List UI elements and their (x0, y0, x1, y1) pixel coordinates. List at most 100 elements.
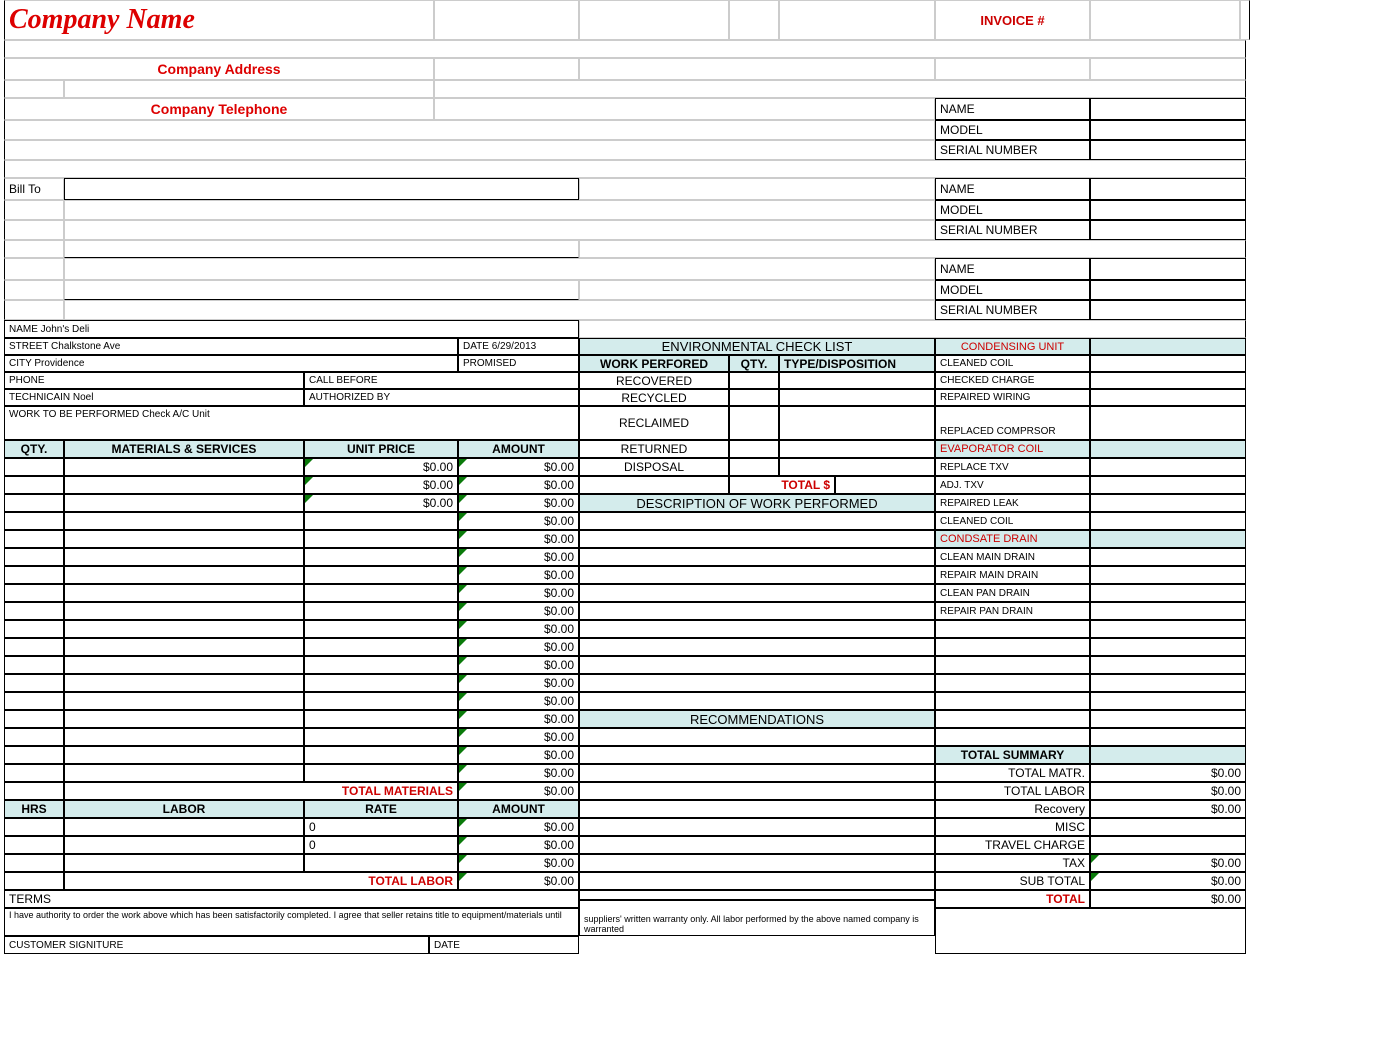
mat-unitprice[interactable] (304, 512, 458, 530)
env-total-label: TOTAL $ (729, 476, 835, 494)
mat-qty[interactable] (4, 710, 64, 728)
mat-desc[interactable] (64, 458, 304, 476)
mat-unitprice[interactable] (304, 602, 458, 620)
mat-unitprice[interactable] (304, 638, 458, 656)
mat-desc[interactable] (64, 728, 304, 746)
mat-unitprice[interactable] (304, 674, 458, 692)
labor-rate[interactable]: 0 (304, 818, 458, 836)
labor-desc[interactable] (64, 836, 304, 854)
mat-desc[interactable] (64, 656, 304, 674)
mat-qty[interactable] (4, 476, 64, 494)
mat-unitprice[interactable] (304, 620, 458, 638)
mat-amount: $0.00 (458, 602, 579, 620)
mat-unitprice[interactable] (304, 656, 458, 674)
info-name[interactable]: NAME John's Deli (4, 320, 579, 338)
mat-desc[interactable] (64, 548, 304, 566)
mat-unitprice[interactable] (304, 548, 458, 566)
mat-unitprice[interactable] (304, 530, 458, 548)
mat-unitprice[interactable] (304, 692, 458, 710)
info-callbefore[interactable]: CALL BEFORE (304, 372, 579, 389)
info-promised[interactable]: PROMISED (458, 355, 579, 372)
desc-row[interactable] (579, 638, 935, 656)
desc-row[interactable] (579, 692, 935, 710)
mat-unitprice[interactable] (304, 746, 458, 764)
desc-row[interactable] (579, 584, 935, 602)
mat-amount: $0.00 (458, 764, 579, 782)
info-technician[interactable]: TECHNICAIN Noel (4, 389, 304, 406)
mat-unitprice[interactable] (304, 584, 458, 602)
info-date[interactable]: DATE 6/29/2013 (458, 338, 579, 355)
mat-qty[interactable] (4, 458, 64, 476)
mat-unitprice[interactable] (304, 728, 458, 746)
labor-desc[interactable] (64, 818, 304, 836)
desc-row[interactable] (579, 674, 935, 692)
mat-desc[interactable] (64, 602, 304, 620)
rec-row[interactable] (579, 764, 935, 782)
info-phone[interactable]: PHONE (4, 372, 304, 389)
bill-to-value[interactable] (64, 178, 579, 200)
desc-row[interactable] (579, 566, 935, 584)
mat-desc[interactable] (64, 494, 304, 512)
mat-desc[interactable] (64, 692, 304, 710)
mat-qty[interactable] (4, 566, 64, 584)
desc-row[interactable] (579, 620, 935, 638)
rec-row[interactable] (579, 782, 935, 800)
mat-qty[interactable] (4, 548, 64, 566)
mat-desc[interactable] (64, 674, 304, 692)
mat-qty[interactable] (4, 620, 64, 638)
mat-qty[interactable] (4, 602, 64, 620)
labor-hrs[interactable] (4, 854, 64, 872)
mat-desc[interactable] (64, 764, 304, 782)
mat-up-hdr: UNIT PRICE (304, 440, 458, 458)
mat-unitprice[interactable] (304, 710, 458, 728)
mat-unitprice[interactable]: $0.00 (304, 476, 458, 494)
mat-qty[interactable] (4, 692, 64, 710)
mat-qty[interactable] (4, 530, 64, 548)
mat-desc[interactable] (64, 746, 304, 764)
mat-qty[interactable] (4, 512, 64, 530)
mat-qty[interactable] (4, 494, 64, 512)
info-work[interactable]: WORK TO BE PERFORMED Check A/C Unit (4, 406, 579, 440)
mat-qty[interactable] (4, 656, 64, 674)
mat-desc[interactable] (64, 638, 304, 656)
mat-desc[interactable] (64, 584, 304, 602)
mat-unitprice[interactable] (304, 566, 458, 584)
mat-qty[interactable] (4, 674, 64, 692)
rec-row[interactable] (579, 746, 935, 764)
labor-desc[interactable] (64, 854, 304, 872)
equip1-name-value[interactable] (1090, 98, 1246, 120)
info-authorized[interactable]: AUTHORIZED BY (304, 389, 579, 406)
desc-row[interactable] (579, 548, 935, 566)
labor-hrs[interactable] (4, 836, 64, 854)
summary-label: TOTAL MATR. (935, 764, 1090, 782)
desc-row[interactable] (579, 602, 935, 620)
mat-qty[interactable] (4, 746, 64, 764)
labor-hrs[interactable] (4, 818, 64, 836)
check-item: REPAIR MAIN DRAIN (935, 566, 1090, 584)
mat-unitprice[interactable]: $0.00 (304, 458, 458, 476)
rec-row[interactable] (579, 728, 935, 746)
mat-qty[interactable] (4, 584, 64, 602)
mat-desc[interactable] (64, 512, 304, 530)
info-city[interactable]: CITY Providence (4, 355, 458, 372)
summary-value: $0.00 (1090, 872, 1246, 890)
desc-row[interactable] (579, 656, 935, 674)
mat-unitprice[interactable]: $0.00 (304, 494, 458, 512)
mat-desc[interactable] (64, 476, 304, 494)
mat-desc[interactable] (64, 710, 304, 728)
labor-rate[interactable] (304, 854, 458, 872)
mat-amount: $0.00 (458, 458, 579, 476)
mat-qty[interactable] (4, 728, 64, 746)
desc-row[interactable] (579, 530, 935, 548)
mat-desc[interactable] (64, 566, 304, 584)
mat-desc[interactable] (64, 620, 304, 638)
info-street[interactable]: STREET Chalkstone Ave (4, 338, 458, 355)
mat-qty[interactable] (4, 638, 64, 656)
summary-value: $0.00 (1090, 854, 1246, 872)
desc-row[interactable] (579, 512, 935, 530)
mat-amount: $0.00 (458, 638, 579, 656)
mat-desc[interactable] (64, 530, 304, 548)
labor-rate[interactable]: 0 (304, 836, 458, 854)
mat-unitprice[interactable] (304, 764, 458, 782)
mat-qty[interactable] (4, 764, 64, 782)
